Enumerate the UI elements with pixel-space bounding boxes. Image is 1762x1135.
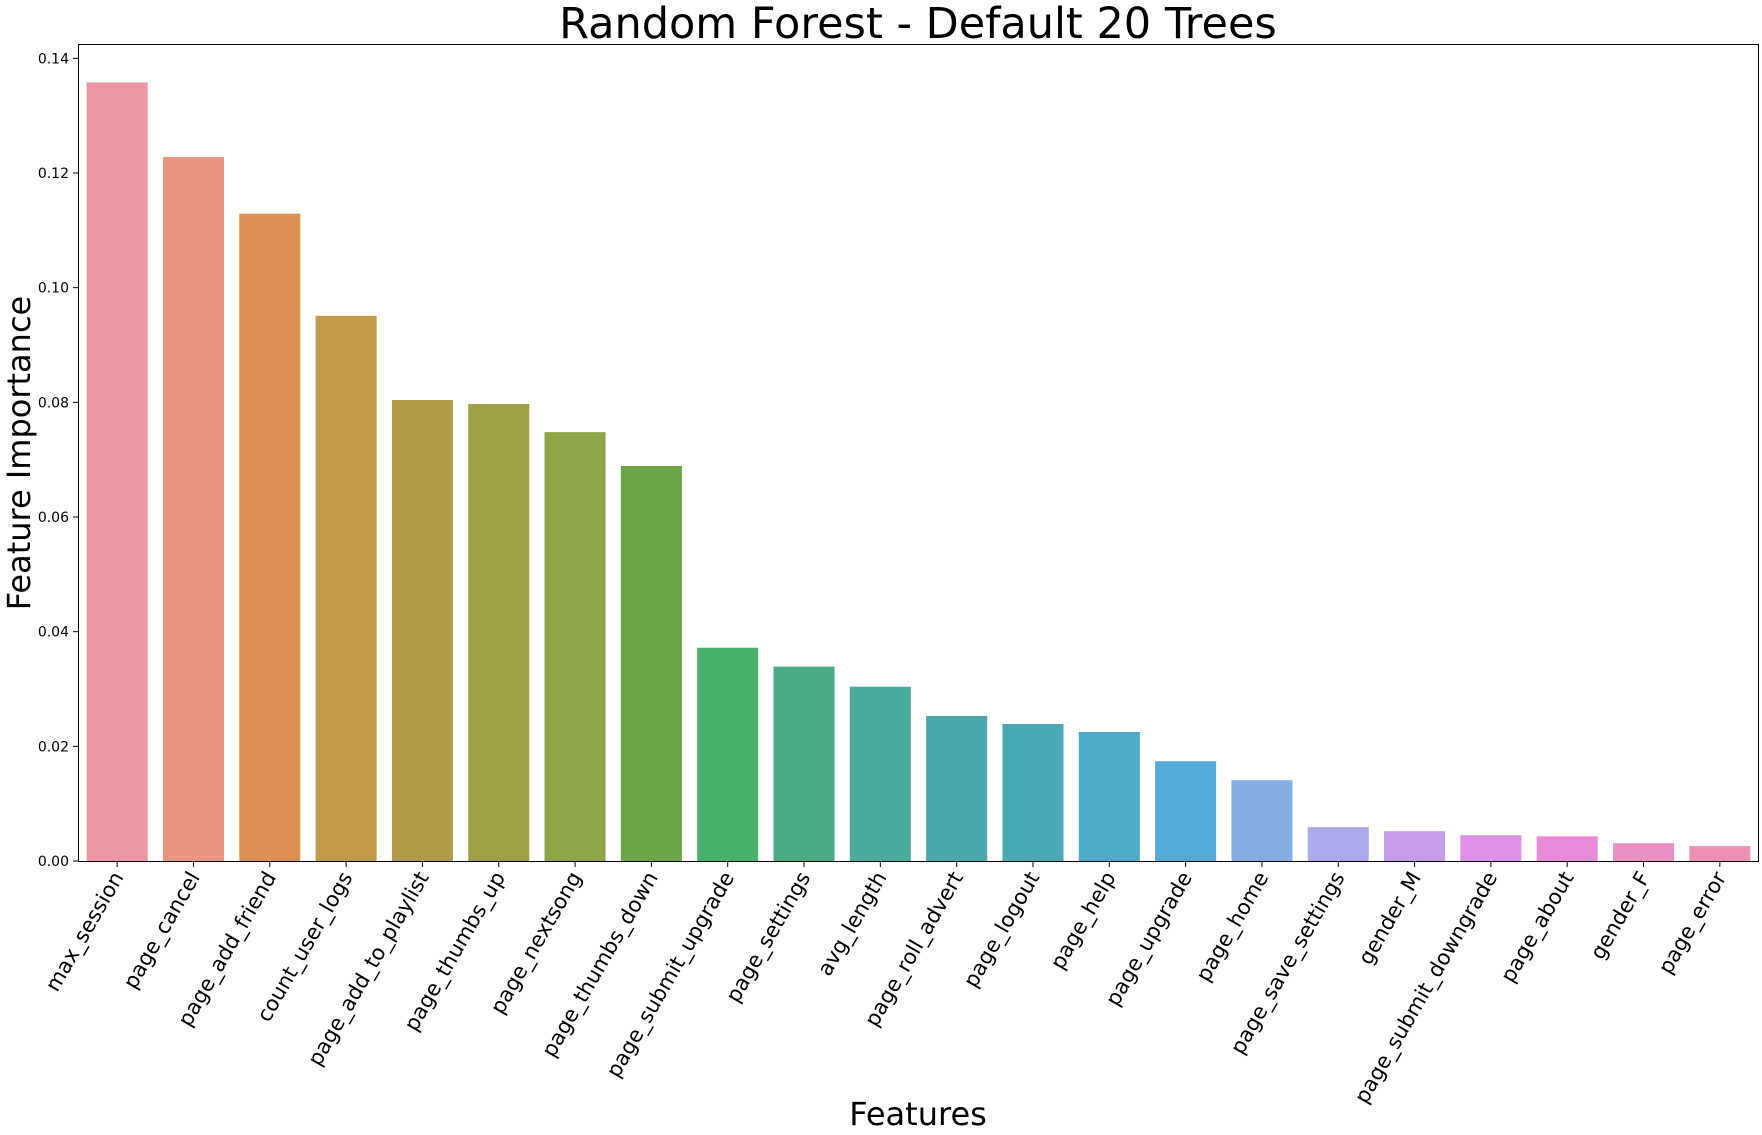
x-tick-label: page_settings — [721, 868, 816, 1008]
bar-page-help — [1078, 732, 1140, 861]
bar-count-user-logs — [315, 315, 377, 861]
x-tick-label: page_help — [1046, 868, 1122, 974]
bar-page-nextsong — [544, 432, 606, 861]
bar-page-thumbs-down — [620, 465, 682, 861]
bar-page-add-to-playlist — [391, 400, 453, 861]
bar-page-thumbs-up — [468, 404, 530, 861]
bar-page-logout — [1002, 723, 1064, 861]
y-tick-label: 0.10 — [38, 281, 69, 297]
bar-page-upgrade — [1155, 761, 1217, 861]
y-tick-label: 0.02 — [38, 739, 69, 755]
y-axis-ticks: 0.00 0.02 0.04 0.06 0.08 0.10 0.12 0.14 — [38, 51, 79, 870]
bar-avg-length — [849, 686, 911, 861]
bar-page-settings — [773, 666, 835, 861]
x-tick-label: page_error — [1653, 867, 1732, 978]
y-tick-label: 0.00 — [38, 854, 69, 870]
x-tick-label: avg_length — [813, 868, 893, 981]
x-tick-label: gender_F — [1586, 868, 1656, 965]
bar-gender-M — [1384, 831, 1446, 861]
bar-page-add-friend — [239, 213, 301, 861]
x-tick-label: page_home — [1191, 868, 1274, 987]
bar-gender-F — [1613, 843, 1675, 861]
x-axis-ticks: max_sessionpage_cancelpage_add_friendcou… — [41, 861, 1732, 1109]
x-tick-label: page_about — [1496, 868, 1579, 987]
bar-page-error — [1689, 846, 1751, 861]
y-tick-label: 0.12 — [38, 166, 69, 182]
y-tick-label: 0.06 — [38, 510, 69, 526]
bars-group — [86, 82, 1751, 861]
x-tick-label: page_cancel — [119, 868, 206, 994]
chart-title: Random Forest - Default 20 Trees — [559, 0, 1277, 49]
y-tick-label: 0.08 — [38, 395, 69, 411]
bar-page-submit-downgrade — [1460, 835, 1522, 861]
plot-frame — [78, 44, 1759, 862]
bar-page-save-settings — [1307, 827, 1369, 861]
y-axis-label: Feature Importance — [0, 296, 38, 610]
x-axis-label: Features — [849, 1095, 987, 1133]
x-tick-label: page_upgrade — [1101, 868, 1198, 1011]
bar-page-roll-advert — [926, 715, 988, 861]
bar-page-submit-upgrade — [697, 647, 759, 861]
x-tick-label: page_logout — [959, 868, 1045, 993]
bar-page-home — [1231, 780, 1293, 861]
y-tick-label: 0.14 — [38, 51, 69, 67]
x-tick-label: page_submit_downgrade — [1350, 868, 1503, 1109]
bar-page-cancel — [162, 156, 224, 861]
bar-page-about — [1536, 836, 1598, 861]
x-tick-label: gender_M — [1354, 868, 1427, 970]
bar-max-session — [86, 82, 148, 861]
y-tick-label: 0.04 — [38, 625, 69, 641]
x-tick-label: max_session — [41, 868, 130, 997]
